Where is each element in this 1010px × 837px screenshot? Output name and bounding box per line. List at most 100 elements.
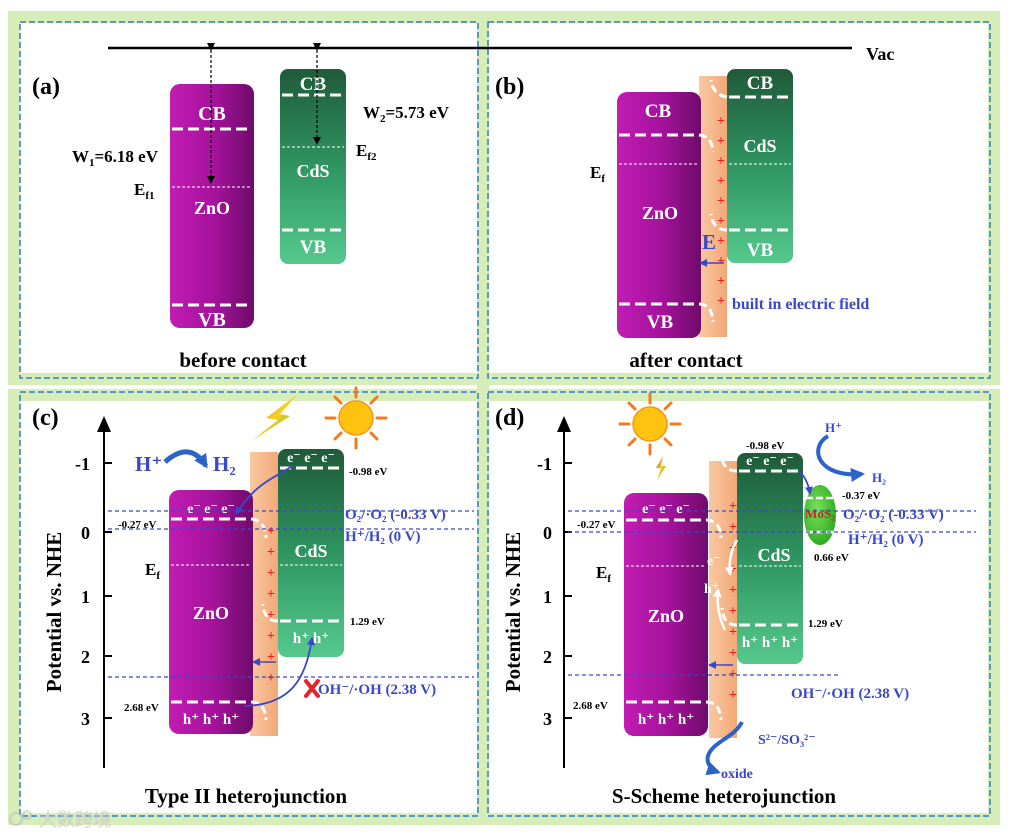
sacrificial-agent-label: S²⁻/SO₃²⁻ [758,733,816,748]
watermark: 大数跨境 [9,809,111,831]
tick-label: 0 [81,523,90,543]
panel-b-label: (b) [495,74,524,100]
ef1-label: Ef1 [134,180,155,202]
tick-label: 2 [543,647,552,667]
panel-a: (a) CB ZnO VB CB CdS VB W1=6.18 eV Ef1 W… [32,43,450,372]
zno-block [169,490,253,734]
svg-text:+: + [717,154,725,169]
svg-text:+: + [267,587,275,602]
y-axis-label: Potential vs. NHE [501,532,525,692]
interface-charge-region [699,76,727,337]
zno-vb-value: 2.68 eV [124,702,159,714]
lightning-icon [656,456,666,480]
interface-hole: h⁺ [704,582,719,597]
panel-a-caption: before contact [179,348,306,372]
electron-recombination-arrow [724,539,739,576]
svg-text:+: + [267,629,275,644]
zno-cb-value: -0.27 eV [577,519,616,531]
electron-to-mos2-arrow [799,471,813,495]
svg-text:+: + [267,524,275,539]
cds-block [727,69,793,263]
tick-label: 1 [543,587,552,607]
svg-text:+: + [729,625,737,640]
zno-holes: h⁺ h⁺ h⁺ [638,712,694,728]
h-h2-potential: H⁺/H₂ (0 V) [848,532,923,548]
cds-block [737,453,803,664]
lightning-icon [250,394,298,442]
o2-potential: O₂/·O₂ (-0.33 V) [843,507,944,523]
mos2-label: MoS₂ [805,506,835,521]
ef-label: Ef [590,163,605,185]
panel-d: (d) -1 0 1 2 3 Potential vs. NHE + + + + + +… [495,392,976,808]
vacuum-level: Vac [108,44,894,64]
field-letter: E [702,230,716,254]
svg-text:+: + [729,499,737,514]
panel-d-label: (d) [495,405,524,431]
tick-label: -1 [75,454,90,474]
zno-block [617,92,701,338]
vacuum-label: Vac [866,44,894,64]
tick-label: 0 [543,523,552,543]
panel-b: (b) + + + + + + + + + + CB ZnO VB CB CdS VB Ef… [495,69,869,372]
interface-electron: e⁻ [707,554,721,569]
svg-text:+: + [717,174,725,189]
mos2-vb-value: 0.66 eV [814,552,849,564]
panel-c-label: (c) [32,405,59,431]
h-plus-label: H⁺ [135,452,162,476]
electron-transfer-arrow [235,465,293,515]
field-caption: built in electric field [732,296,869,313]
cds-name: CdS [743,136,776,156]
zno-name: ZnO [642,203,678,223]
sun-icon [618,392,682,456]
cds-cb-label: CB [747,73,774,94]
w2-label: W2=5.73 eV [363,103,450,125]
cds-block [278,449,344,657]
tick-label: 3 [81,709,90,729]
sun-icon [324,386,388,450]
zno-electrons: e⁻ e⁻ e⁻ [642,502,690,517]
zno-vb-label: VB [647,312,674,333]
zno-cb-label: CB [198,103,226,125]
positive-charges: + + + + + + + + + + [717,114,725,309]
potential-axis: -1 0 1 2 3 Potential vs. NHE [501,416,572,768]
positive-charges: + + + + + + + + [267,524,275,686]
svg-text:+: + [267,545,275,560]
mos2-cocatalyst [804,485,836,545]
ef-label: Ef [145,560,160,582]
o2-potential: O₂/·O₂ (-0.33 V) [345,507,446,523]
hole-recombination-arrow [712,588,727,631]
h2-evolution-arrow [816,434,865,482]
svg-text:+: + [717,214,725,229]
zno-name: ZnO [194,198,230,218]
cds-vb-label: VB [300,237,327,258]
zno-electrons: e⁻ e⁻ e⁻ [187,502,235,517]
sacrificial-oxidation-arrow [705,720,744,776]
zno-cb-value: -0.27 eV [118,519,157,531]
tick-label: 3 [543,709,552,729]
cds-vb-value: 1.29 eV [350,616,385,628]
cds-cb-value: -0.98 eV [746,440,785,452]
svg-text:+: + [729,604,737,619]
h-h2-potential: H⁺/H₂ (0 V) [345,529,420,545]
svg-text:+: + [717,234,725,249]
svg-text:+: + [717,274,725,289]
svg-text:+: + [267,608,275,623]
h2-label: H₂ [213,452,236,476]
interface-charge-region [709,461,737,738]
svg-text:+: + [717,114,725,129]
svg-text:+: + [729,667,737,682]
oh-potential: OH⁻/·OH (2.38 V) [318,682,436,698]
cds-name: CdS [296,161,329,181]
potential-axis: -1 0 1 2 3 Potential vs. NHE [42,416,112,768]
panel-d-caption: S-Scheme heterojunction [612,784,836,808]
zno-block [170,84,254,328]
ef-label: Ef [596,563,611,585]
cds-holes: h⁺ h⁺ h⁺ [742,635,798,651]
h2-label: H₂ [872,470,886,485]
tick-label: -1 [537,454,552,474]
h2-evolution-arrow [163,449,209,469]
w1-label: W1=6.18 eV [72,147,159,169]
cds-block [280,69,346,264]
hole-transfer-arrow [243,637,315,707]
